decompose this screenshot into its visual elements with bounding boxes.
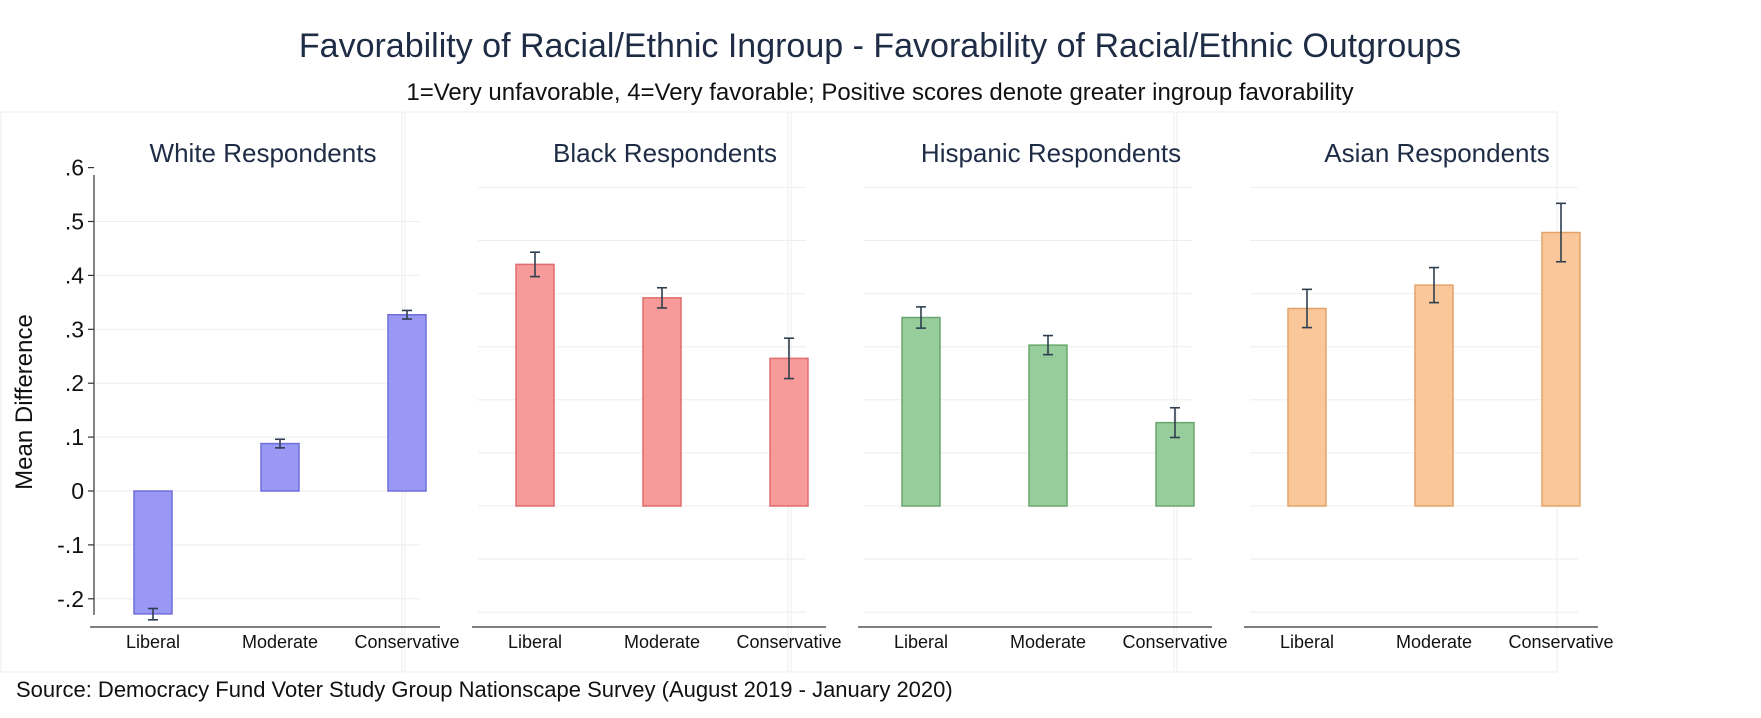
- x-tick-label: Conservative: [736, 632, 841, 652]
- bar: [387, 313, 427, 492]
- x-tick-label: Moderate: [624, 632, 700, 652]
- y-tick-label: -.2: [57, 586, 84, 612]
- panel-title: White Respondents: [150, 138, 377, 168]
- bar: [901, 316, 941, 507]
- bar: [1028, 344, 1068, 507]
- bar: [515, 263, 555, 507]
- y-tick-label: .4: [65, 262, 84, 288]
- chart-panels: White Respondents Liberal Moderate Conserva…: [90, 138, 1614, 652]
- chart-panel: Asian Respondents Liberal Moderate Conserva…: [1244, 138, 1614, 652]
- x-tick-label: Conservative: [354, 632, 459, 652]
- bar: [1414, 284, 1454, 507]
- y-axis-label: Mean Difference: [11, 314, 38, 490]
- x-tick-label: Conservative: [1122, 632, 1227, 652]
- y-tick-label: .5: [65, 209, 84, 235]
- chart-panel: Black Respondents Liberal Moderate Conserva…: [472, 138, 842, 652]
- bar: [642, 297, 682, 507]
- x-tick-label: Liberal: [894, 632, 948, 652]
- bar: [1287, 307, 1327, 507]
- bar: [769, 357, 809, 507]
- bar: [260, 442, 300, 492]
- source-note: Source: Democracy Fund Voter Study Group…: [16, 677, 953, 702]
- y-axis: -.2 -.1 0 .1 .2 .3 .4 .5 .6: [57, 155, 95, 615]
- bar: [133, 490, 173, 615]
- x-tick-label: Moderate: [1396, 632, 1472, 652]
- panel-title: Black Respondents: [553, 138, 777, 168]
- y-tick-label: 0: [71, 478, 84, 504]
- y-tick-label: .2: [65, 370, 84, 396]
- x-tick-label: Liberal: [1280, 632, 1334, 652]
- x-tick-label: Moderate: [242, 632, 318, 652]
- chart-panel: Hispanic Respondents Liberal Moderate Conse…: [858, 138, 1228, 652]
- y-tick-label: .1: [65, 424, 84, 450]
- chart-panel: White Respondents Liberal Moderate Conserva…: [90, 138, 460, 652]
- chart-title: Favorability of Racial/Ethnic Ingroup - …: [299, 27, 1461, 65]
- panel-title: Hispanic Respondents: [921, 138, 1181, 168]
- y-tick-label: .6: [65, 155, 84, 181]
- x-tick-label: Conservative: [1508, 632, 1613, 652]
- panel-title: Asian Respondents: [1324, 138, 1549, 168]
- y-tick-label: -.1: [57, 532, 84, 558]
- x-tick-label: Moderate: [1010, 632, 1086, 652]
- bar: [1541, 231, 1581, 507]
- x-tick-label: Liberal: [126, 632, 180, 652]
- x-tick-label: Liberal: [508, 632, 562, 652]
- y-tick-label: .3: [65, 316, 84, 342]
- chart-subtitle: 1=Very unfavorable, 4=Very favorable; Po…: [406, 79, 1353, 106]
